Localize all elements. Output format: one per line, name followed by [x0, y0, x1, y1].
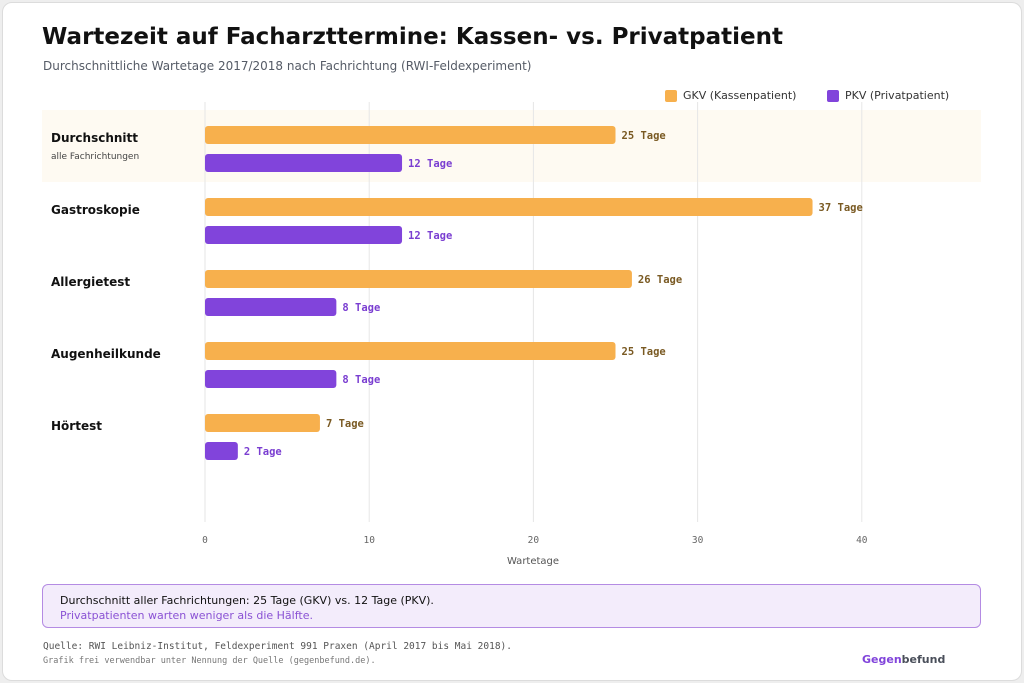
bar-value-label-gkv: 25 Tage — [622, 346, 666, 358]
legend-item-gkv: GKV (Kassenpatient) — [665, 89, 796, 102]
bar-pkv — [205, 298, 337, 316]
category-label: Hörtest — [51, 419, 102, 433]
bar-value-label-pkv: 8 Tage — [342, 374, 380, 386]
bar-gkv — [205, 270, 632, 288]
bar-value-label-pkv: 12 Tage — [408, 158, 452, 170]
bar-pkv — [205, 154, 403, 172]
bar-pkv — [205, 370, 337, 388]
brand-logo: Gegenbefund — [862, 653, 945, 666]
category-label: Durchschnitt — [51, 131, 138, 145]
x-axis-label: Wartetage — [507, 556, 559, 567]
highlight-band — [42, 110, 981, 182]
brand-part-2: befund — [901, 653, 946, 666]
chart-subtitle: Durchschnittliche Wartetage 2017/2018 na… — [43, 59, 532, 73]
bar-gkv — [205, 342, 616, 360]
bar-gkv — [205, 414, 320, 432]
chart-title: Wartezeit auf Facharzttermine: Kassen- v… — [42, 24, 783, 50]
source-text: Quelle: RWI Leibniz-Institut, Feldexperi… — [43, 641, 512, 652]
x-tick-label: 40 — [856, 535, 868, 546]
bar-pkv — [205, 442, 238, 460]
license-text: Grafik frei verwendbar unter Nennung der… — [43, 656, 376, 666]
legend-item-pkv: PKV (Privatpatient) — [827, 89, 949, 102]
legend-label-pkv: PKV (Privatpatient) — [845, 89, 950, 102]
x-tick-label: 30 — [692, 535, 704, 546]
bar-value-label-gkv: 7 Tage — [326, 418, 364, 430]
bar-value-label-gkv: 26 Tage — [638, 274, 682, 286]
bar-gkv — [205, 126, 616, 144]
x-tick-label: 0 — [202, 535, 208, 546]
bar-value-label-gkv: 37 Tage — [819, 202, 863, 214]
legend-label-gkv: GKV (Kassenpatient) — [683, 89, 797, 102]
category-sublabel: alle Fachrichtungen — [51, 152, 139, 162]
bar-gkv — [205, 198, 813, 216]
bar-value-label-pkv: 12 Tage — [408, 230, 452, 242]
category-label: Allergietest — [51, 275, 130, 289]
brand-part-1: Gegen — [862, 653, 902, 666]
x-tick-label: 10 — [363, 535, 375, 546]
bar-value-label-pkv: 8 Tage — [342, 302, 380, 314]
legend-swatch-gkv — [665, 89, 677, 102]
legend-swatch-pkv — [827, 89, 839, 102]
bar-value-label-gkv: 25 Tage — [622, 130, 666, 142]
summary-line-1: Durchschnitt aller Fachrichtungen: 25 Ta… — [60, 594, 434, 607]
summary-line-2: Privatpatienten warten weniger als die H… — [60, 609, 313, 622]
summary-note: Durchschnitt aller Fachrichtungen: 25 Ta… — [42, 584, 981, 628]
bar-pkv — [205, 226, 403, 244]
bar-value-label-pkv: 2 Tage — [244, 446, 282, 458]
category-label: Augenheilkunde — [51, 347, 161, 361]
x-tick-label: 20 — [528, 535, 540, 546]
category-label: Gastroskopie — [51, 203, 140, 217]
